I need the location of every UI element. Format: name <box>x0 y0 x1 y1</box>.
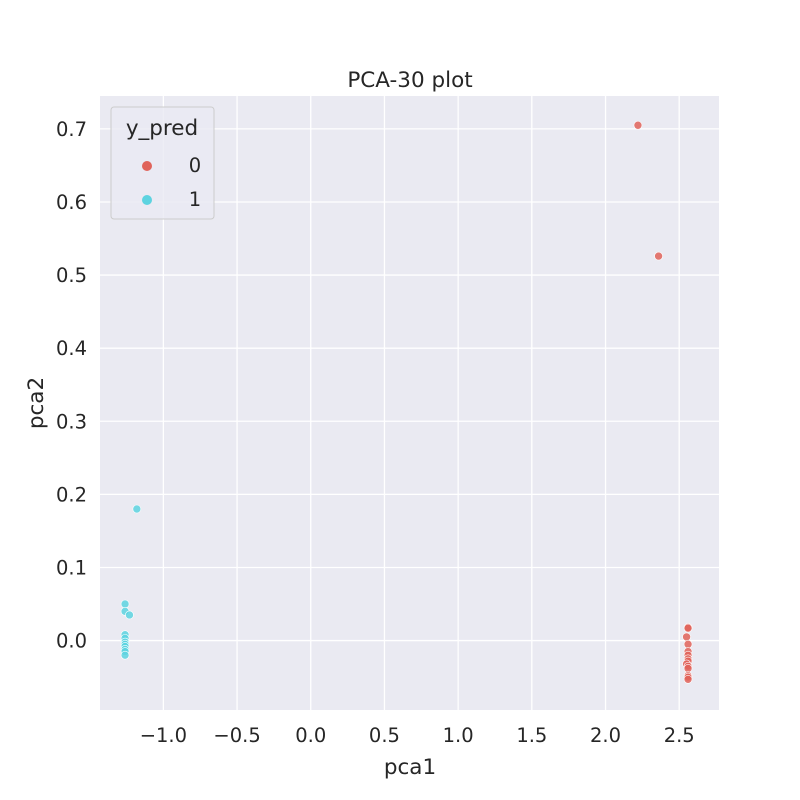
legend-box <box>110 106 215 220</box>
data-point-series-1 <box>120 599 130 609</box>
legend-marker-series-1 <box>142 195 152 205</box>
legend-label-series-1: 1 <box>189 188 201 211</box>
x-axis-label: pca1 <box>384 755 436 780</box>
y-axis-label: pca2 <box>24 377 49 429</box>
x-tick-label: −1.0 <box>140 724 187 747</box>
grid-lines <box>100 96 719 710</box>
legend-title: y_pred <box>126 116 198 141</box>
x-tick-label: 1.0 <box>443 724 474 747</box>
data-point-series-1 <box>125 610 134 620</box>
data-point-series-0 <box>654 251 663 261</box>
data-point-series-0 <box>682 632 691 642</box>
x-tick-label: 1.5 <box>516 724 547 747</box>
y-tick-label: 0.7 <box>56 118 87 141</box>
x-tick-label: 2.0 <box>590 724 621 747</box>
chart-title: PCA-30 plot <box>347 68 472 93</box>
data-points <box>120 120 693 684</box>
data-point-series-0 <box>683 639 693 649</box>
data-point-series-0 <box>683 664 693 673</box>
data-point-series-0 <box>683 674 693 684</box>
x-tick-label: 0.0 <box>295 724 326 747</box>
x-tick-label: 2.5 <box>664 724 695 747</box>
legend: y_pred 0 1 <box>110 106 215 220</box>
y-tick-label: 0.2 <box>56 483 87 506</box>
data-point-series-1 <box>132 504 142 514</box>
y-tick-label: 0.5 <box>56 264 87 287</box>
x-tick-label: 0.5 <box>369 724 400 747</box>
legend-label-series-0: 0 <box>189 154 201 177</box>
x-tick-labels: −1.0 −0.5 0.0 0.5 1.0 1.5 2.0 2.5 <box>140 724 695 747</box>
data-point-series-0 <box>683 623 693 633</box>
y-tick-label: 0.3 <box>56 410 87 433</box>
y-tick-labels: 0.0 0.1 0.2 0.3 0.4 0.5 0.6 0.7 <box>56 118 87 653</box>
y-tick-label: 0.6 <box>56 191 87 214</box>
y-tick-label: 0.4 <box>56 337 87 360</box>
y-tick-label: 0.1 <box>56 556 87 579</box>
data-point-series-0 <box>633 120 643 130</box>
legend-marker-series-0 <box>142 161 152 171</box>
y-tick-label: 0.0 <box>56 630 87 653</box>
x-tick-label: −0.5 <box>213 724 260 747</box>
data-point-series-1 <box>120 650 130 660</box>
